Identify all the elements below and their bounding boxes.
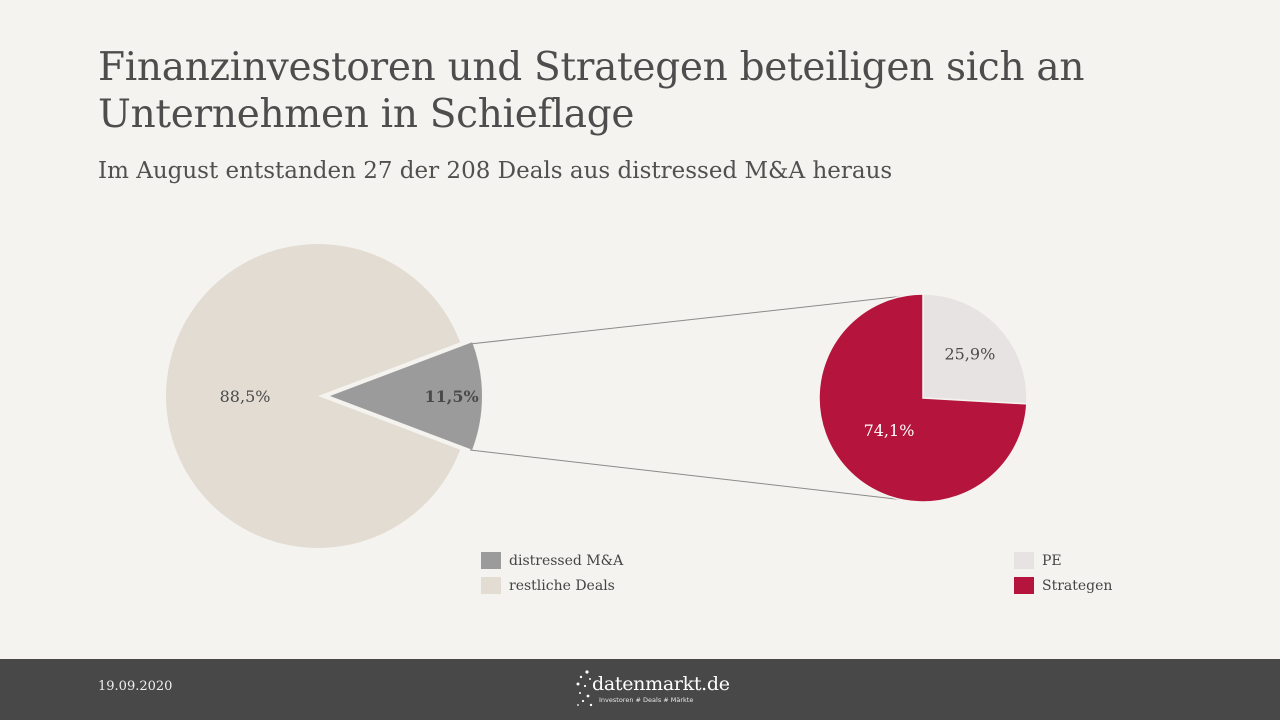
title-line-1: Finanzinvestoren und Strategen beteilige… [98,45,1085,90]
legend-detail-pie: PE Strategen [1014,548,1112,598]
legend-item-pe: PE [1014,548,1112,573]
legend-item-restliche: restliche Deals [481,573,623,598]
data-label-pe: 25,9% [944,345,995,364]
connector-line-bottom [469,449,923,503]
legend-swatch-strategen [1014,577,1034,594]
legend-label-distressed: distressed M&A [509,552,624,569]
slice-distressed-m-a [330,342,482,450]
legend-label-strategen: Strategen [1042,577,1113,594]
legend-swatch-pe [1014,552,1034,569]
page-title: Finanzinvestoren und Strategen beteilige… [98,44,1198,138]
legend-swatch-distressed [481,552,501,569]
data-label-strategen: 74,1% [864,421,915,440]
main-pie: 11,5% 88,5% [166,244,482,549]
slice-strategen [818,293,1028,503]
title-line-2: Unternehmen in Schieflage [98,92,635,137]
slice-restliche-deals [166,244,461,549]
logo-dots-icon [576,670,593,707]
detail-pie: 25,9% 74,1% [818,293,1028,503]
legend-swatch-restliche [481,577,501,594]
footer-date: 19.09.2020 [98,679,173,694]
data-label-restliche-deals: 88,5% [220,387,271,406]
footer-bar: 19.09.2020 datenmarkt.de Investoren # De… [0,659,1280,720]
legend-label-restliche: restliche Deals [509,577,615,594]
datenmarkt-logo[interactable]: datenmarkt.de Investoren # Deals # Märkt… [575,667,730,713]
logo-name: datenmarkt.de [592,673,730,695]
data-label-distressed-m-a: 11,5% [425,387,479,406]
legend-label-pe: PE [1042,552,1062,569]
legend-main-pie: distressed M&A restliche Deals [481,548,623,598]
page-subtitle: Im August entstanden 27 der 208 Deals au… [98,158,893,184]
legend-item-distressed: distressed M&A [481,548,623,573]
legend-item-strategen: Strategen [1014,573,1112,598]
slice-pe [922,293,1028,405]
logo-tagline: Investoren # Deals # Märkte [599,696,694,704]
connector-line-top [469,293,923,345]
pie-of-pie-chart: 11,5% 88,5% 25,9% 74,1% [166,244,1028,549]
